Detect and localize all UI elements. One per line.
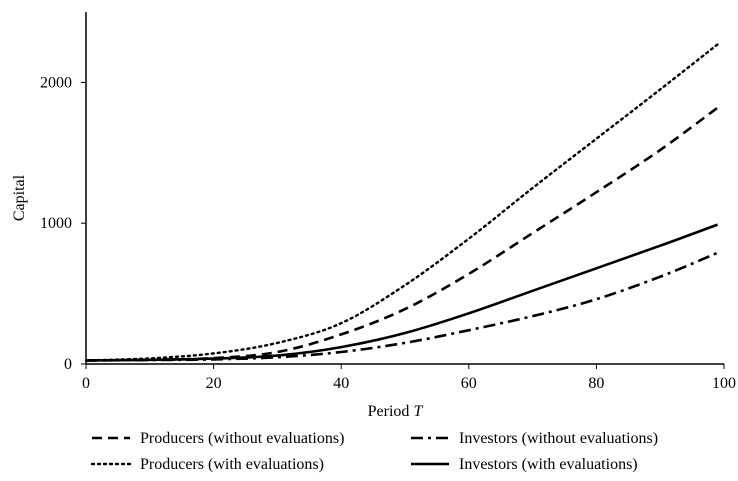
y-tick-label: 0: [64, 356, 72, 373]
legend-label: Producers (with evaluations): [140, 456, 324, 473]
legend-label: Investors (without evaluations): [459, 430, 658, 447]
x-axis-label: Period T: [368, 403, 424, 420]
x-tick-label: 40: [333, 375, 349, 392]
legend: Producers (without evaluations) Investors…: [90, 430, 658, 473]
x-tick-label: 60: [461, 375, 477, 392]
x-tick-label: 20: [206, 375, 222, 392]
series-line-dashed: [85, 106, 719, 362]
legend-item: Investors (without evaluations): [411, 430, 658, 447]
x-tick-label: 80: [588, 375, 604, 392]
series-line-solid: [85, 223, 719, 362]
series-line-dashdot: [85, 251, 719, 362]
x-axis-label-text: Period: [368, 403, 414, 420]
x-tick-label: 100: [712, 375, 736, 392]
y-tick-label: 2000: [40, 74, 72, 91]
series-line-dotted: [84, 43, 719, 362]
legend-item: Investors (with evaluations): [411, 456, 638, 473]
x-tick-label: 0: [82, 375, 90, 392]
legend-item: Producers (without evaluations): [92, 430, 344, 447]
y-axis-label: Capital: [11, 174, 28, 221]
x-axis-label-variable: T: [413, 403, 423, 420]
legend-label: Producers (without evaluations): [140, 430, 344, 447]
legend-label: Investors (with evaluations): [459, 456, 638, 473]
y-tick-label: 1000: [40, 215, 72, 232]
legend-item: Producers (with evaluations): [90, 456, 324, 473]
series-layer: [84, 43, 719, 362]
